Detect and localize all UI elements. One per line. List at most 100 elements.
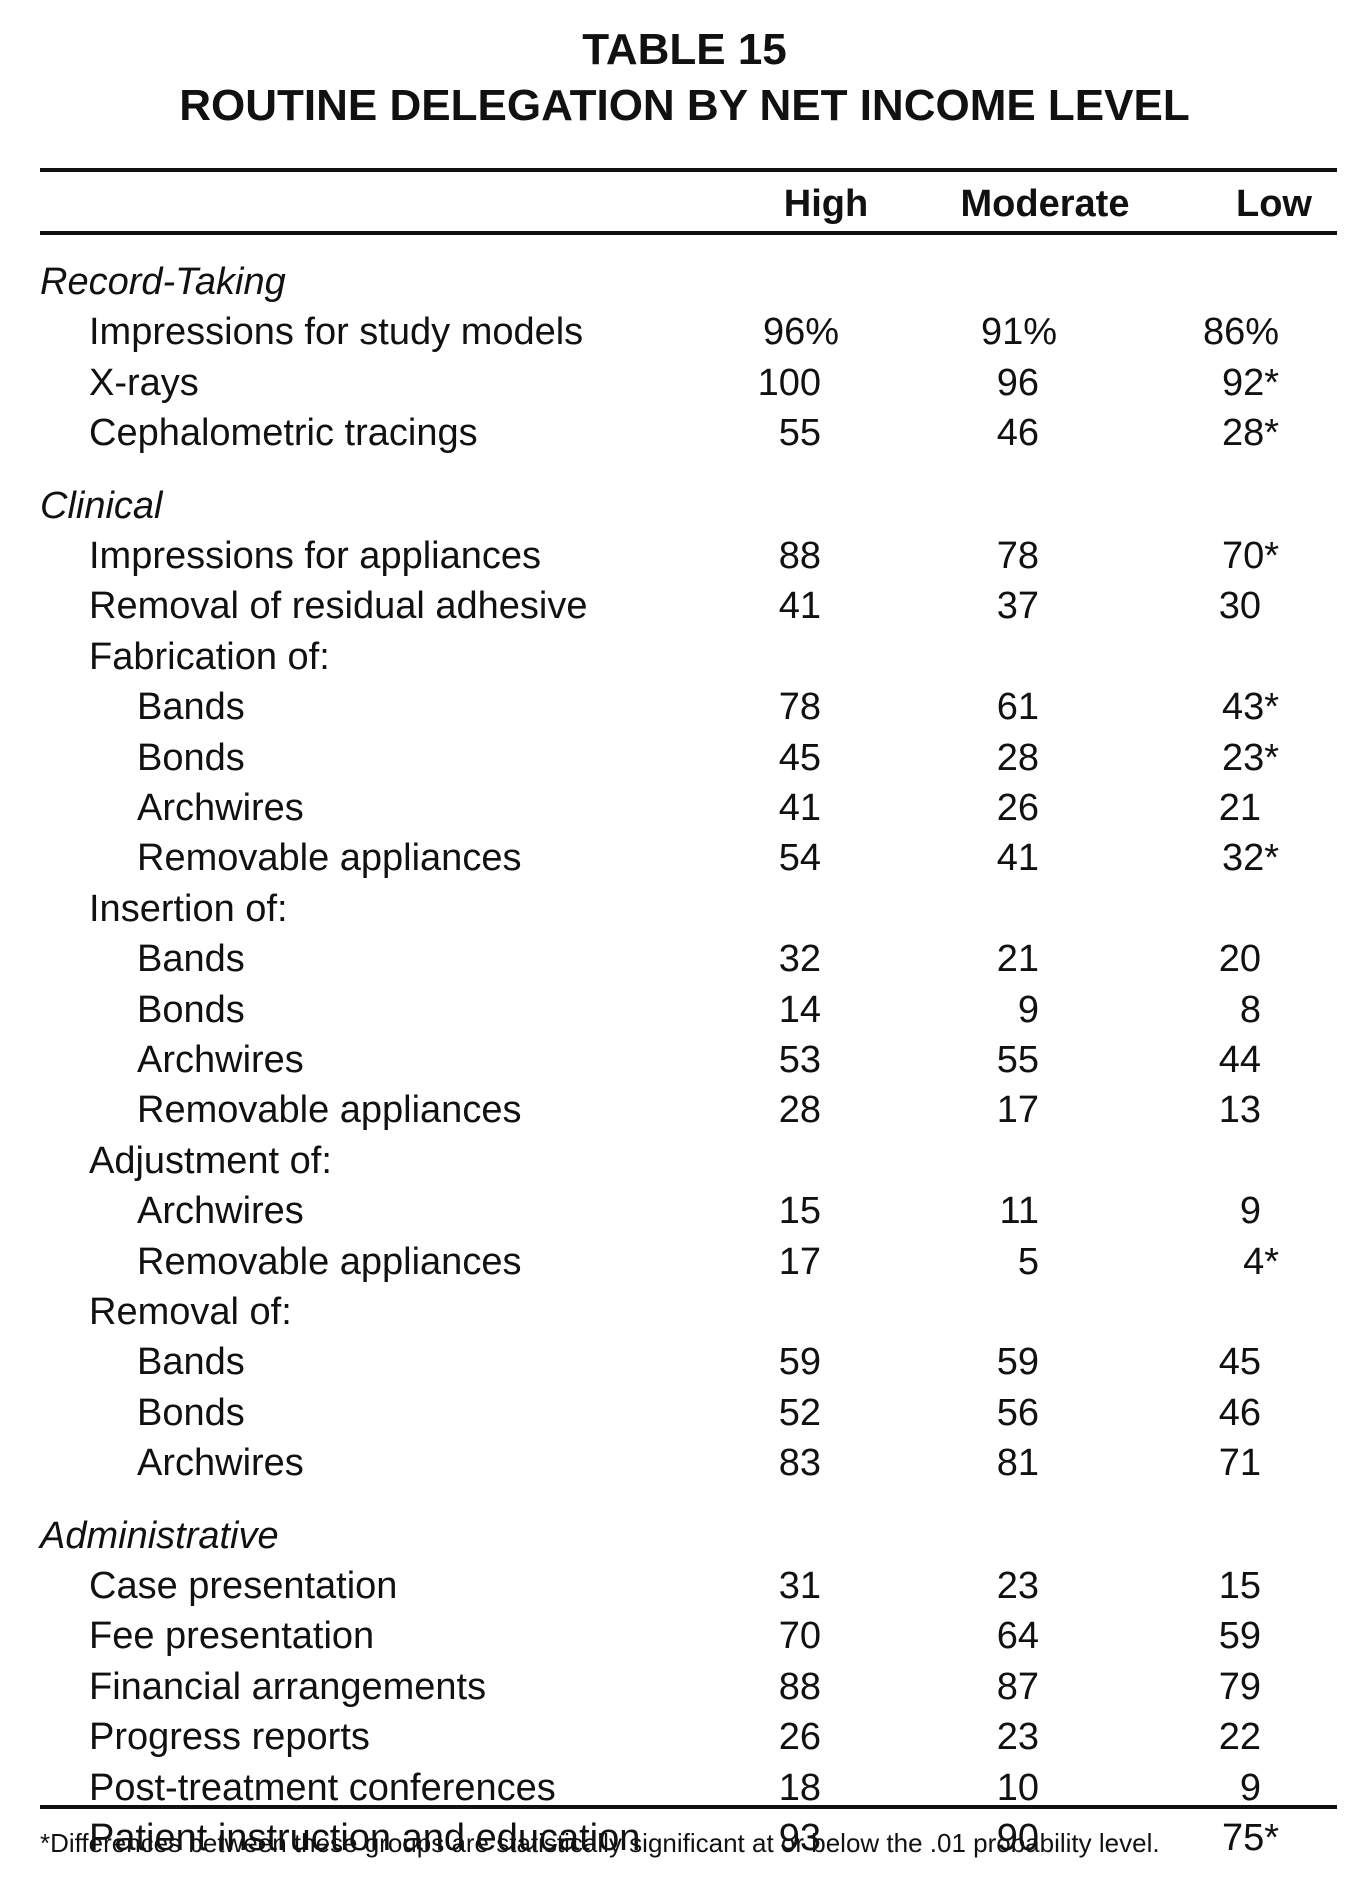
value-low: 32* [1222,834,1279,882]
value-moderate: 21 [997,935,1057,983]
value-moderate: 28 [997,734,1057,782]
section-row: Administrative [0,1512,1369,1560]
value-moderate: 90 [997,1814,1057,1862]
value-moderate: 11 [1000,1187,1057,1235]
row-label: Archwires [137,787,304,829]
row-label: Post-treatment conferences [89,1767,556,1809]
value-low-text: 46 [1218,1392,1261,1434]
section-row: Record-Taking [0,258,1369,306]
value-moderate-text: 64 [996,1615,1039,1657]
value-low-text: 86% [1202,311,1279,353]
table-row: Bonds 45 28 23* [0,734,1369,782]
value-moderate: 81 [997,1439,1057,1487]
table-row: Impressions for appliances 88 78 70* [0,532,1369,580]
table-row: Patient instruction and education 93 90 75* [0,1814,1369,1862]
value-high: 52 [779,1389,839,1437]
value-low-text: 32* [1221,837,1279,879]
table-row: Removal of residual adhesive 41 37 30 [0,582,1369,630]
row-label: Progress reports [89,1716,370,1758]
value-high-text: 100 [757,362,821,404]
value-high: 41 [779,784,839,832]
value-moderate-text: 78 [996,535,1039,577]
value-low: 9 [1240,1764,1279,1812]
section-label: Clinical [40,485,163,527]
value-moderate: 5 [1018,1238,1057,1286]
table-row: Archwires 41 26 21 [0,784,1369,832]
value-moderate-text: 37 [996,585,1039,627]
section-label: Administrative [40,1515,279,1557]
value-moderate-text: 10 [996,1767,1039,1809]
table-row: Bonds 52 56 46 [0,1389,1369,1437]
value-low-text: 9 [1239,1190,1261,1232]
value-moderate-text: 23 [996,1565,1039,1607]
value-high: 96% [763,308,839,356]
value-low: 30 [1219,582,1279,630]
row-label: Archwires [137,1190,304,1232]
value-moderate: 91% [981,308,1057,356]
value-moderate: 26 [997,784,1057,832]
value-moderate-text: 81 [996,1442,1039,1484]
value-low-text: 23* [1221,737,1279,779]
value-high: 83 [779,1439,839,1487]
value-low-text: 28* [1221,412,1279,454]
row-label: Removal of residual adhesive [89,585,588,627]
value-high: 53 [779,1036,839,1084]
table-row: Fee presentation 70 64 59 [0,1612,1369,1660]
value-moderate: 87 [997,1663,1057,1711]
value-low: 20 [1219,935,1279,983]
value-moderate: 64 [997,1612,1057,1660]
value-low: 22 [1219,1713,1279,1761]
value-low: 43* [1222,683,1279,731]
value-low-text: 79 [1218,1666,1261,1708]
row-label: Cephalometric tracings [89,412,478,454]
value-moderate: 55 [997,1036,1057,1084]
value-moderate-text: 5 [1017,1241,1039,1283]
value-high: 88 [779,1663,839,1711]
table-row: Bands 78 61 43* [0,683,1369,731]
value-low: 23* [1222,734,1279,782]
row-label: Insertion of: [89,888,288,930]
value-moderate-text: 23 [996,1716,1039,1758]
value-moderate-text: 26 [996,787,1039,829]
top-rule [40,168,1337,172]
value-moderate-text: 21 [996,938,1039,980]
subheading-row: Removal of: [0,1288,1369,1336]
value-low-text: 45 [1218,1341,1261,1383]
value-high: 32 [779,935,839,983]
value-high: 14 [779,986,839,1034]
value-low-text: 22 [1218,1716,1261,1758]
value-low: 44 [1219,1036,1279,1084]
value-high-text: 41 [778,585,821,627]
value-high-text: 88 [778,535,821,577]
value-high: 45 [779,734,839,782]
value-low-text: 75* [1221,1817,1279,1859]
value-moderate: 23 [997,1562,1057,1610]
value-high-text: 41 [778,787,821,829]
value-high-text: 93 [778,1817,821,1859]
value-high-text: 26 [778,1716,821,1758]
row-label: Financial arrangements [89,1666,487,1708]
row-label: Bands [137,938,245,980]
table-row: Financial arrangements 88 87 79 [0,1663,1369,1711]
row-label: Removable appliances [137,837,522,879]
row-label: Impressions for appliances [89,535,541,577]
value-high: 15 [779,1187,839,1235]
value-high-text: 14 [778,989,821,1031]
value-high-text: 54 [778,837,821,879]
value-high: 31 [779,1562,839,1610]
value-moderate-text: 91% [980,311,1057,353]
value-low-text: 71 [1218,1442,1261,1484]
value-low: 21 [1219,784,1279,832]
value-high-text: 17 [778,1241,821,1283]
section-label: Record-Taking [40,261,286,303]
table-row: Post-treatment conferences 18 10 9 [0,1764,1369,1812]
subheading-row: Fabrication of: [0,633,1369,681]
value-moderate-text: 41 [996,837,1039,879]
footnote: *Differences between these groups are st… [40,1828,1160,1858]
row-label: Removable appliances [137,1241,522,1283]
row-label: Bonds [137,989,245,1031]
table-row: Archwires 15 11 9 [0,1187,1369,1235]
table-subtitle: ROUTINE DELEGATION BY NET INCOME LEVEL [179,81,1190,130]
value-high-text: 45 [778,737,821,779]
